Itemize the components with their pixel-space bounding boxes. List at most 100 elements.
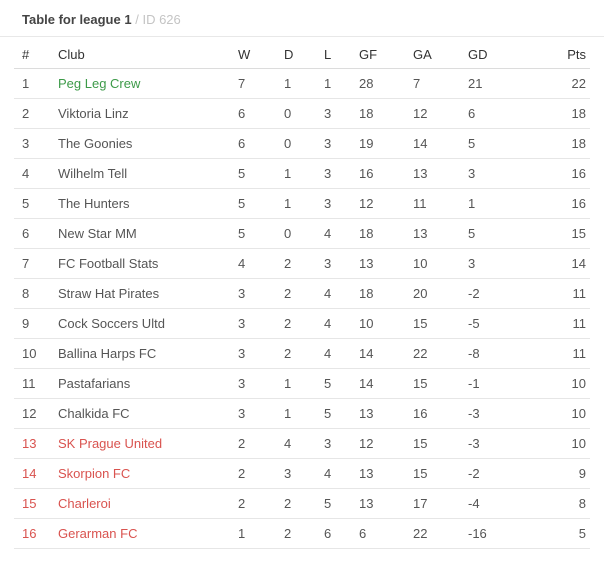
col-header-wins[interactable]: W xyxy=(230,40,276,69)
cell-points: 18 xyxy=(518,128,590,159)
cell-goals-against: 13 xyxy=(405,158,460,189)
cell-draws: 2 xyxy=(276,488,316,519)
cell-draws: 0 xyxy=(276,98,316,129)
cell-rank: 10 xyxy=(14,338,50,369)
cell-losses: 3 xyxy=(316,158,351,189)
cell-points: 22 xyxy=(518,68,590,99)
cell-goals-for: 28 xyxy=(351,68,405,99)
club-name[interactable]: Gerarman FC xyxy=(50,518,230,549)
col-header-goals-against[interactable]: GA xyxy=(405,40,460,69)
cell-wins: 3 xyxy=(230,368,276,399)
club-name[interactable]: Chalkida FC xyxy=(50,398,230,429)
cell-wins: 2 xyxy=(230,488,276,519)
col-header-points[interactable]: Pts xyxy=(518,40,590,69)
club-name[interactable]: Cock Soccers Ultd xyxy=(50,308,230,339)
cell-losses: 5 xyxy=(316,368,351,399)
cell-losses: 3 xyxy=(316,248,351,279)
cell-points: 10 xyxy=(518,398,590,429)
cell-losses: 3 xyxy=(316,98,351,129)
cell-wins: 5 xyxy=(230,188,276,219)
club-name[interactable]: FC Football Stats xyxy=(50,248,230,279)
col-header-goals-for[interactable]: GF xyxy=(351,40,405,69)
col-header-club[interactable]: Club xyxy=(50,40,230,69)
cell-draws: 2 xyxy=(276,338,316,369)
club-name[interactable]: Charleroi xyxy=(50,488,230,519)
club-name[interactable]: SK Prague United xyxy=(50,428,230,459)
cell-wins: 5 xyxy=(230,218,276,249)
cell-goals-against: 12 xyxy=(405,98,460,129)
club-name[interactable]: Viktoria Linz xyxy=(50,98,230,129)
cell-draws: 2 xyxy=(276,518,316,549)
cell-goal-difference: -2 xyxy=(460,458,518,489)
cell-goals-for: 12 xyxy=(351,428,405,459)
col-header-losses[interactable]: L xyxy=(316,40,351,69)
table-header-row: # Club W D L GF GA GD Pts xyxy=(14,40,590,69)
cell-points: 18 xyxy=(518,98,590,129)
cell-goals-against: 15 xyxy=(405,428,460,459)
cell-losses: 5 xyxy=(316,398,351,429)
cell-rank: 5 xyxy=(14,188,50,219)
table-row: 7 FC Football Stats 4 2 3 13 10 3 14 xyxy=(14,248,590,279)
cell-wins: 4 xyxy=(230,248,276,279)
cell-wins: 2 xyxy=(230,428,276,459)
cell-goal-difference: 6 xyxy=(460,98,518,129)
cell-points: 16 xyxy=(518,188,590,219)
cell-wins: 1 xyxy=(230,518,276,549)
cell-goal-difference: 21 xyxy=(460,68,518,99)
club-name[interactable]: The Goonies xyxy=(50,128,230,159)
cell-goals-against: 17 xyxy=(405,488,460,519)
cell-points: 14 xyxy=(518,248,590,279)
league-table: # Club W D L GF GA GD Pts 1 Peg Leg Crew 7… xyxy=(14,40,590,549)
col-header-draws[interactable]: D xyxy=(276,40,316,69)
cell-losses: 4 xyxy=(316,308,351,339)
cell-rank: 15 xyxy=(14,488,50,519)
club-name[interactable]: Skorpion FC xyxy=(50,458,230,489)
cell-goal-difference: -2 xyxy=(460,278,518,309)
table-row: 2 Viktoria Linz 6 0 3 18 12 6 18 xyxy=(14,98,590,129)
club-name[interactable]: The Hunters xyxy=(50,188,230,219)
cell-draws: 1 xyxy=(276,368,316,399)
table-body: 1 Peg Leg Crew 7 1 1 28 7 21 22 2 Viktoria Linz 6 0 3… xyxy=(14,68,590,549)
cell-goals-against: 10 xyxy=(405,248,460,279)
cell-goal-difference: 3 xyxy=(460,248,518,279)
club-name[interactable]: Wilhelm Tell xyxy=(50,158,230,189)
club-name[interactable]: Ballina Harps FC xyxy=(50,338,230,369)
table-row: 11 Pastafarians 3 1 5 14 15 -1 10 xyxy=(14,368,590,399)
club-name[interactable]: Straw Hat Pirates xyxy=(50,278,230,309)
cell-points: 11 xyxy=(518,278,590,309)
club-name[interactable]: Peg Leg Crew xyxy=(50,68,230,99)
cell-goal-difference: 3 xyxy=(460,158,518,189)
cell-goals-against: 22 xyxy=(405,338,460,369)
club-name[interactable]: New Star MM xyxy=(50,218,230,249)
cell-points: 8 xyxy=(518,488,590,519)
cell-goals-against: 15 xyxy=(405,458,460,489)
table-row: 8 Straw Hat Pirates 3 2 4 18 20 -2 11 xyxy=(14,278,590,309)
cell-wins: 3 xyxy=(230,278,276,309)
col-header-rank[interactable]: # xyxy=(14,40,50,69)
cell-losses: 5 xyxy=(316,488,351,519)
cell-goals-against: 15 xyxy=(405,308,460,339)
cell-points: 11 xyxy=(518,338,590,369)
col-header-goal-difference[interactable]: GD xyxy=(460,40,518,69)
cell-rank: 13 xyxy=(14,428,50,459)
cell-rank: 12 xyxy=(14,398,50,429)
cell-goals-against: 11 xyxy=(405,188,460,219)
cell-goals-against: 13 xyxy=(405,218,460,249)
cell-points: 5 xyxy=(518,518,590,549)
table-row: 9 Cock Soccers Ultd 3 2 4 10 15 -5 11 xyxy=(14,308,590,339)
cell-goals-against: 16 xyxy=(405,398,460,429)
cell-losses: 3 xyxy=(316,128,351,159)
table-row: 3 The Goonies 6 0 3 19 14 5 18 xyxy=(14,128,590,159)
cell-losses: 4 xyxy=(316,338,351,369)
cell-losses: 3 xyxy=(316,428,351,459)
cell-goals-for: 16 xyxy=(351,158,405,189)
cell-draws: 1 xyxy=(276,68,316,99)
cell-goal-difference: -16 xyxy=(460,518,518,549)
cell-draws: 2 xyxy=(276,248,316,279)
league-id: ID 626 xyxy=(142,12,181,27)
table-row: 1 Peg Leg Crew 7 1 1 28 7 21 22 xyxy=(14,68,590,99)
cell-goal-difference: -4 xyxy=(460,488,518,519)
club-name[interactable]: Pastafarians xyxy=(50,368,230,399)
cell-goal-difference: -5 xyxy=(460,308,518,339)
cell-goals-for: 14 xyxy=(351,338,405,369)
